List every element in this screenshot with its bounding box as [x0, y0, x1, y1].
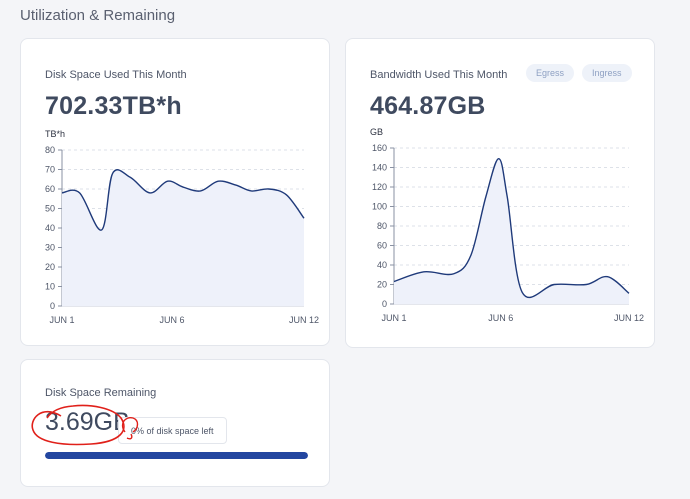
page-title: Utilization & Remaining	[20, 7, 176, 24]
y-tick-label: 30	[45, 243, 55, 253]
disk-used-title: Disk Space Used This Month	[45, 69, 187, 81]
y-tick-label: 40	[377, 260, 387, 270]
disk-remaining-card: Disk Space Remaining 3.69GB 0% of disk s…	[20, 359, 330, 487]
y-tick-label: 120	[372, 182, 387, 192]
series-line	[61, 169, 305, 231]
y-tick-label: 20	[377, 280, 387, 290]
egress-filter-button[interactable]: Egress	[526, 64, 575, 82]
x-tick-label: JUN 6	[159, 315, 184, 325]
y-tick-label: 80	[377, 221, 387, 231]
bandwidth-unit: GB	[370, 127, 384, 137]
disk-usage-progress-bar	[45, 452, 308, 459]
y-tick-label: 160	[372, 143, 387, 153]
y-tick-label: 0	[382, 299, 387, 309]
series-line	[393, 158, 630, 299]
disk-used-value: 702.33TB*h	[45, 92, 182, 120]
series-area	[62, 169, 304, 306]
x-tick-label: JUN 1	[381, 313, 406, 323]
x-tick-label: JUN 12	[289, 315, 319, 325]
disk-left-tooltip: 0% of disk space left	[118, 417, 227, 444]
disk-used-chart: 0 10 20 30 40 50 60 70 80 JUN 1 JUN 6 JUN 12	[45, 145, 319, 325]
x-tick-label: JUN 12	[614, 313, 644, 323]
bandwidth-title: Bandwidth Used This Month	[370, 69, 508, 81]
y-tick-label: 60	[45, 184, 55, 194]
ingress-filter-button[interactable]: Ingress	[582, 64, 632, 82]
y-tick-label: 0	[50, 301, 55, 311]
y-tick-label: 60	[377, 241, 387, 251]
y-tick-label: 10	[45, 282, 55, 292]
disk-used-unit: TB*h	[45, 129, 66, 139]
x-tick-label: JUN 6	[488, 313, 513, 323]
disk-used-card: Disk Space Used This Month 702.33TB*h TB…	[20, 38, 330, 346]
disk-remaining-title: Disk Space Remaining	[45, 387, 157, 399]
y-tick-label: 70	[45, 165, 55, 175]
bandwidth-chart: 0 20 40 60 80 100 120 140 160 JUN 1 JUN 6 JUN 12	[372, 143, 644, 323]
y-tick-label: 50	[45, 204, 55, 214]
series-area	[394, 158, 629, 304]
y-tick-label: 40	[45, 223, 55, 233]
x-tick-label: JUN 1	[49, 315, 74, 325]
y-tick-label: 80	[45, 145, 55, 155]
bandwidth-card: Bandwidth Used This Month Egress Ingress…	[345, 38, 655, 348]
bandwidth-value: 464.87GB	[370, 92, 486, 120]
y-tick-label: 140	[372, 163, 387, 173]
y-tick-label: 20	[45, 262, 55, 272]
y-tick-label: 100	[372, 202, 387, 212]
disk-usage-progress-fill	[45, 452, 308, 459]
